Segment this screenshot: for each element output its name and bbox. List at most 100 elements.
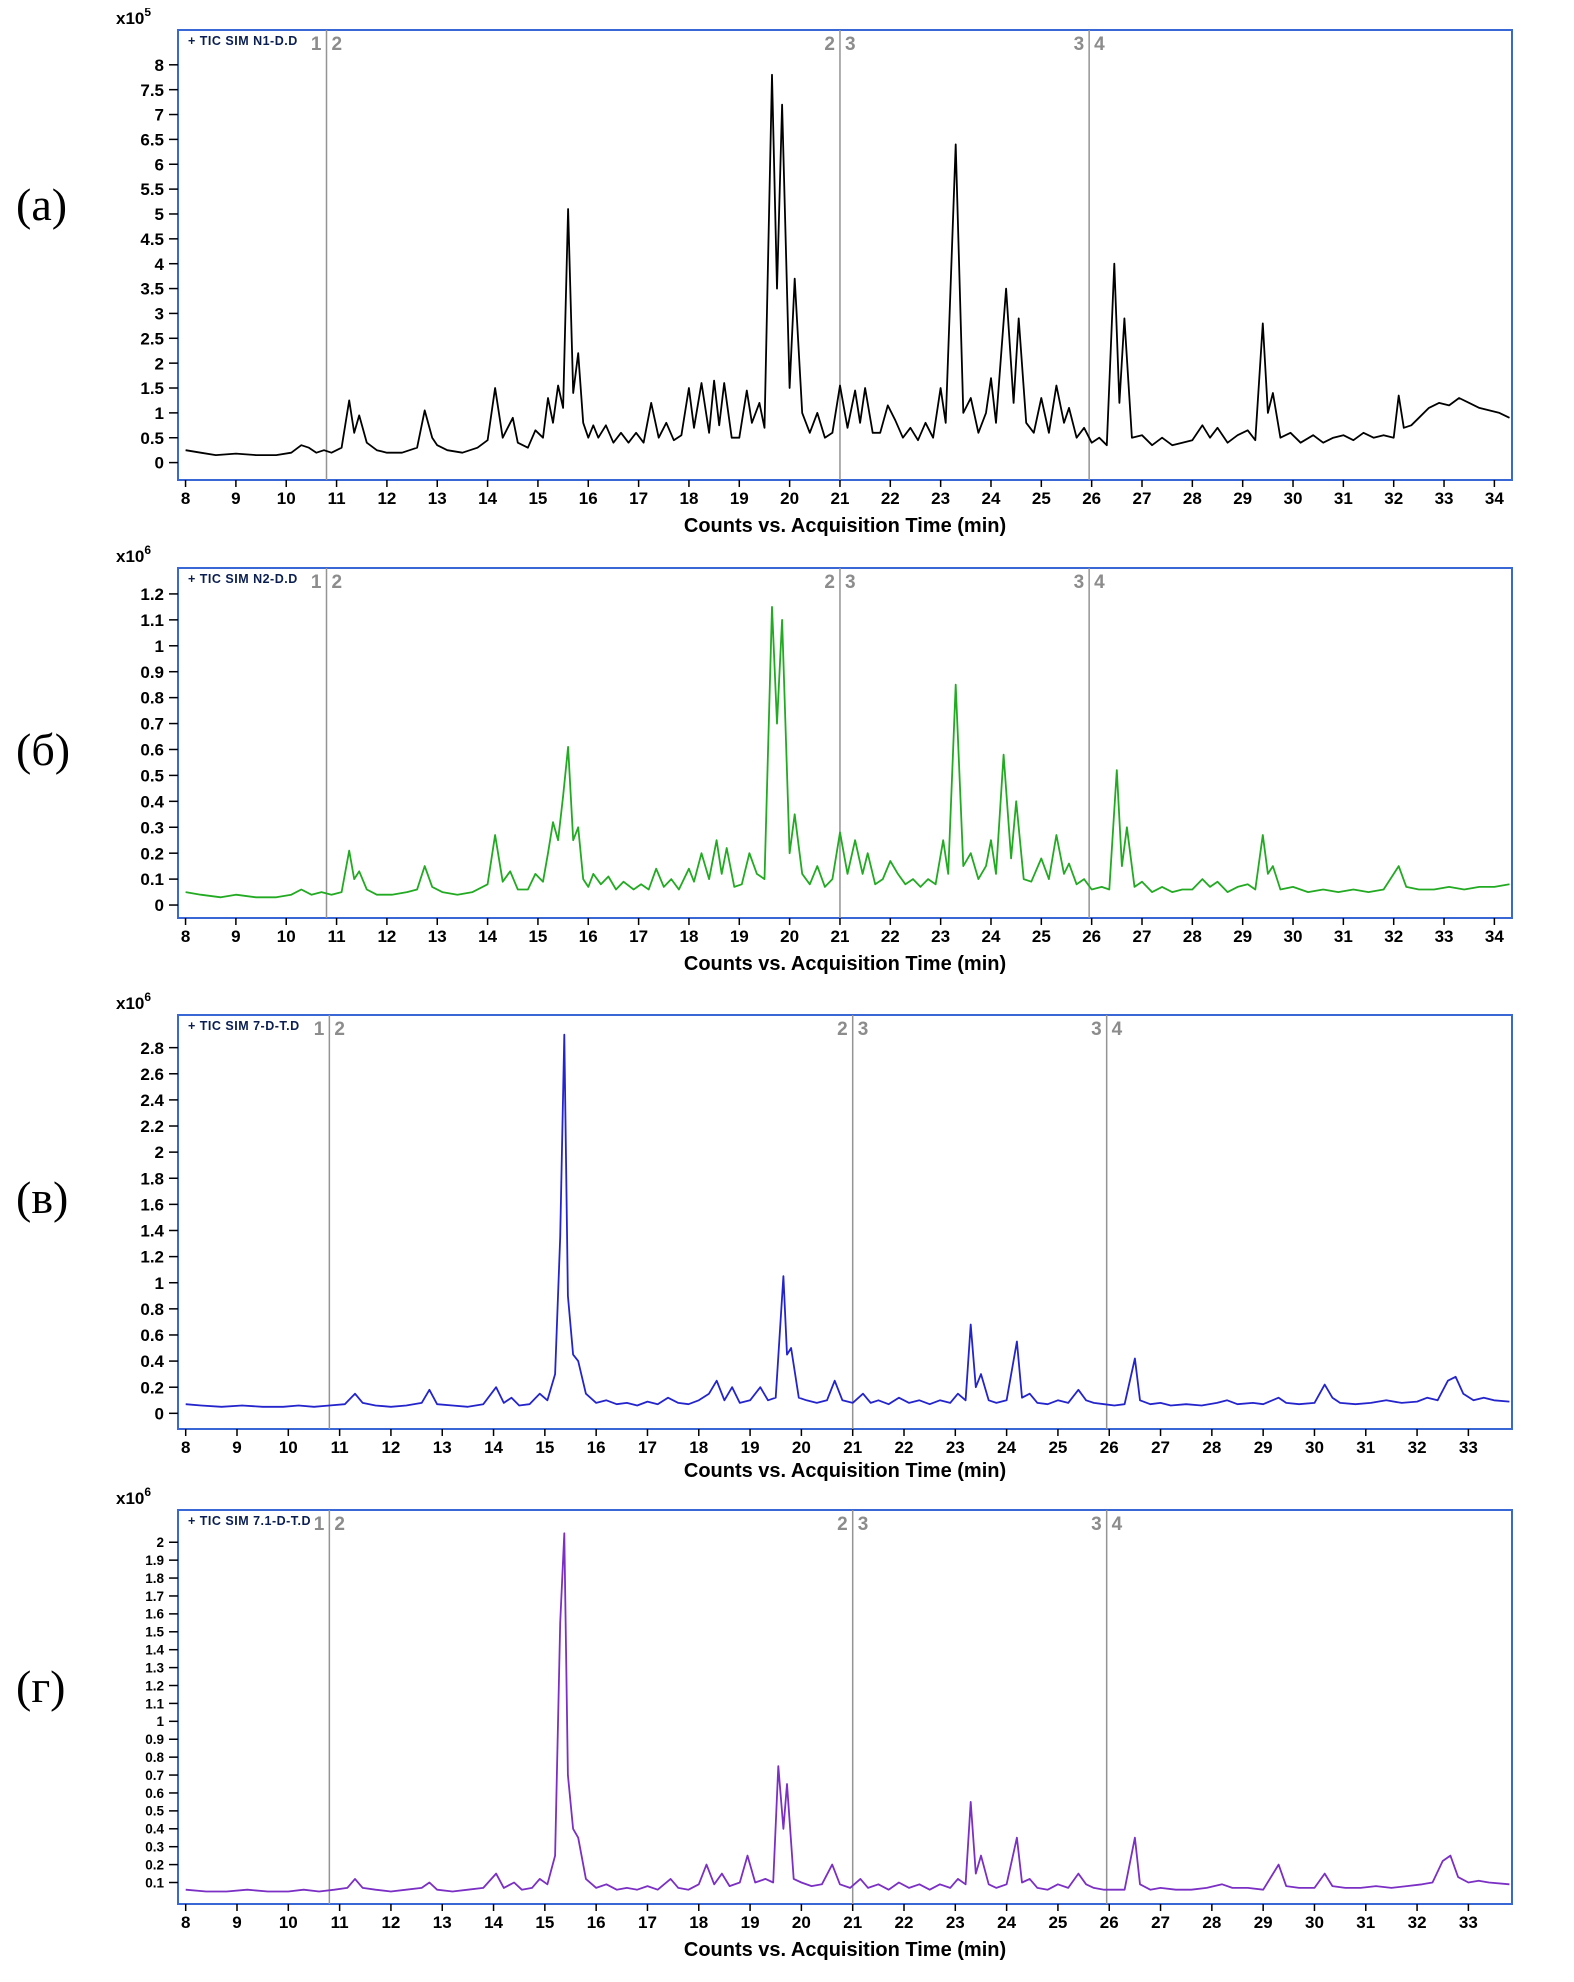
y-tick-label: 0 <box>155 1404 164 1423</box>
region-divider-label-left: 2 <box>824 572 835 593</box>
x-tick-label: 34 <box>1485 489 1504 508</box>
x-tick-label: 28 <box>1183 927 1202 946</box>
trace-title: + TIC SIM 7-D-T.D <box>188 1019 300 1033</box>
region-divider-label-left: 1 <box>314 1514 325 1535</box>
x-tick-label: 18 <box>679 489 698 508</box>
y-tick-label: 1 <box>155 637 164 656</box>
x-tick-label: 23 <box>946 1913 965 1932</box>
y-tick-label: 0.7 <box>145 1768 164 1783</box>
x-tick-label: 27 <box>1133 489 1152 508</box>
y-tick-label: 7 <box>155 106 164 125</box>
x-tick-label: 26 <box>1100 1913 1119 1932</box>
y-tick-label: 1.3 <box>145 1660 164 1675</box>
y-tick-label: 4.5 <box>140 230 164 249</box>
x-tick-label: 11 <box>331 1438 349 1457</box>
y-tick-label: 1.2 <box>140 1248 164 1267</box>
region-divider-label-left: 1 <box>311 34 322 55</box>
x-tick-label: 8 <box>181 1913 190 1932</box>
x-tick-label: 11 <box>328 489 346 508</box>
x-tick-label: 14 <box>484 1438 503 1457</box>
y-tick-label: 1.4 <box>140 1222 164 1241</box>
x-tick-label: 12 <box>377 927 396 946</box>
region-divider-label-right: 3 <box>845 34 856 55</box>
y-tick-label: 0.6 <box>140 1326 164 1345</box>
x-tick-label: 22 <box>881 489 900 508</box>
region-divider-label-left: 3 <box>1091 1019 1102 1040</box>
y-tick-label: 0.9 <box>145 1732 164 1747</box>
y-tick-label: 1.8 <box>140 1169 164 1188</box>
y-tick-label: 4 <box>155 255 165 274</box>
y-tick-label: 0.8 <box>145 1750 164 1765</box>
region-divider-label-right: 3 <box>858 1019 869 1040</box>
plot-frame <box>177 567 1513 919</box>
y-tick-label: 2.8 <box>140 1039 164 1058</box>
x-tick-label: 8 <box>181 489 190 508</box>
x-tick-label: 32 <box>1408 1913 1427 1932</box>
x-tick-label: 16 <box>579 489 598 508</box>
y-tick-label: 0.7 <box>140 715 164 734</box>
x-tick-label: 20 <box>780 927 799 946</box>
x-tick-label: 31 <box>1334 489 1353 508</box>
x-tick-label: 10 <box>279 1438 298 1457</box>
region-divider-label-right: 4 <box>1094 572 1105 593</box>
y-tick-label: 7.5 <box>140 81 164 100</box>
x-tick-label: 17 <box>629 489 648 508</box>
panel-a: 1 2 2 3 3 4 8 7.5 7 6.5 6 5.5 5 4.5 4 3.5 3 2.5 2 1.5 1 0.5 0 8… <box>0 8 1574 543</box>
region-divider-label-right: 3 <box>858 1514 869 1535</box>
region-divider-label-right: 4 <box>1094 34 1105 55</box>
x-tick-label: 21 <box>843 1438 862 1457</box>
x-tick-label: 33 <box>1435 927 1454 946</box>
panel-v: 1 2 2 3 3 4 2.8 2.6 2.4 2.2 2 1.8 1.6 1.4 1.2 1 0.8 0.6 0.… <box>0 985 1574 1485</box>
x-tick-label: 32 <box>1408 1438 1427 1457</box>
x-tick-label: 10 <box>277 489 296 508</box>
y-tick-label: 2.2 <box>140 1117 164 1136</box>
y-scale-label: x105 <box>116 8 151 28</box>
region-divider-label-right: 3 <box>845 572 856 593</box>
x-tick-label: 14 <box>478 927 497 946</box>
trace-title: + TIC SIM N1-D.D <box>188 34 298 48</box>
y-tick-label: 5.5 <box>140 180 164 199</box>
trace-title: + TIC SIM N2-D.D <box>188 572 298 586</box>
y-tick-label: 8 <box>155 56 164 75</box>
x-tick-label: 21 <box>831 489 850 508</box>
panel-side-label: (а) <box>16 179 67 230</box>
y-tick-label: 1.1 <box>145 1696 164 1711</box>
region-divider-label-right: 2 <box>334 1514 345 1535</box>
y-tick-label: 1 <box>155 1274 164 1293</box>
x-tick-label: 31 <box>1356 1438 1375 1457</box>
x-tick-label: 16 <box>579 927 598 946</box>
x-tick-label: 15 <box>528 489 547 508</box>
region-divider-label-left: 3 <box>1074 34 1085 55</box>
x-tick-label: 11 <box>328 927 346 946</box>
trace-b <box>185 606 1510 899</box>
y-scale-label: x106 <box>116 990 151 1013</box>
trace-title: + TIC SIM 7.1-D-T.D <box>188 1514 311 1528</box>
x-tick-label: 27 <box>1133 927 1152 946</box>
panel-g: 1 2 2 3 3 4 2 1.9 1.8 1.7 1.6 1.5 1.4 1.3 1.2 1.1 1 0.9 0.… <box>0 1480 1574 1982</box>
y-tick-label: 1.8 <box>145 1571 164 1586</box>
y-tick-label: 2 <box>156 1535 164 1550</box>
x-tick-label: 23 <box>931 489 950 508</box>
region-divider-label-right: 4 <box>1112 1514 1123 1535</box>
y-tick-label: 1 <box>156 1714 164 1729</box>
y-tick-label: 2 <box>155 354 164 373</box>
x-tick-label: 32 <box>1384 489 1403 508</box>
x-tick-label: 10 <box>279 1913 298 1932</box>
x-axis-caption: Counts vs. Acquisition Time (min) <box>684 1460 1006 1482</box>
x-tick-label: 17 <box>638 1913 657 1932</box>
chromatogram-svg-b: 1 2 2 3 3 41.21.110.90.80.70.60.50.40.30.20.1… <box>16 543 1513 975</box>
region-divider-label-right: 2 <box>334 1019 345 1040</box>
y-tick-label: 0.8 <box>140 689 164 708</box>
x-tick-label: 26 <box>1100 1438 1119 1457</box>
x-tick-label: 23 <box>946 1438 965 1457</box>
x-tick-label: 23 <box>931 927 950 946</box>
x-tick-label: 24 <box>982 489 1001 508</box>
region-divider-label-left: 1 <box>311 572 322 593</box>
y-tick-label: 1 <box>155 404 164 423</box>
y-tick-label: 2.6 <box>140 1065 164 1084</box>
x-tick-label: 13 <box>428 489 447 508</box>
y-tick-label: 1.6 <box>145 1607 164 1622</box>
x-tick-label: 20 <box>780 489 799 508</box>
y-tick-label: 2.5 <box>140 329 164 348</box>
x-tick-label: 19 <box>741 1438 760 1457</box>
